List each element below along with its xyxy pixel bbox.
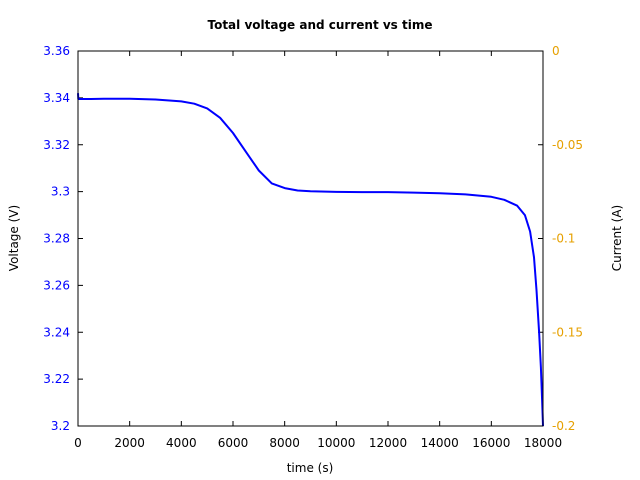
y-tick-label: 3.3 bbox=[51, 185, 70, 199]
y2-tick-label: -0.05 bbox=[552, 138, 583, 152]
x-tick-label: 10000 bbox=[317, 436, 355, 450]
x-tick-label: 2000 bbox=[114, 436, 145, 450]
y2-tick-label: -0.1 bbox=[552, 232, 575, 246]
y-tick-label: 3.22 bbox=[43, 372, 70, 386]
x-tick-label: 14000 bbox=[421, 436, 459, 450]
y-tick-label: 3.2 bbox=[51, 419, 70, 433]
y2-tick-label: 0 bbox=[552, 44, 560, 58]
x-tick-label: 0 bbox=[74, 436, 82, 450]
x-tick-label: 16000 bbox=[472, 436, 510, 450]
plot-frame bbox=[77, 50, 544, 427]
x-tick-label: 18000 bbox=[524, 436, 562, 450]
chart-title: Total voltage and current vs time bbox=[207, 18, 433, 32]
y-tick-label: 3.28 bbox=[43, 232, 70, 246]
tick-labels: 0 2000 4000 6000 8000 10000 12000 14000 16000 180… bbox=[43, 44, 583, 450]
y-tick-label: 3.34 bbox=[43, 91, 70, 105]
x-axis-label: time (s) bbox=[286, 461, 334, 475]
x-tick-label: 6000 bbox=[218, 436, 249, 450]
y2-tick-label: -0.2 bbox=[552, 419, 575, 433]
voltage-line bbox=[77, 93, 544, 427]
y-tick-label: 3.24 bbox=[43, 325, 70, 339]
y-tick-label: 3.26 bbox=[43, 278, 70, 292]
y-tick-label: 3.32 bbox=[43, 138, 70, 152]
x-tick-label: 8000 bbox=[269, 436, 300, 450]
y-tick-label: 3.36 bbox=[43, 44, 70, 58]
x-tick-label: 12000 bbox=[369, 436, 407, 450]
axis-ticks bbox=[77, 50, 544, 427]
y2-tick-label: -0.15 bbox=[552, 325, 583, 339]
x-tick-label: 4000 bbox=[166, 436, 197, 450]
